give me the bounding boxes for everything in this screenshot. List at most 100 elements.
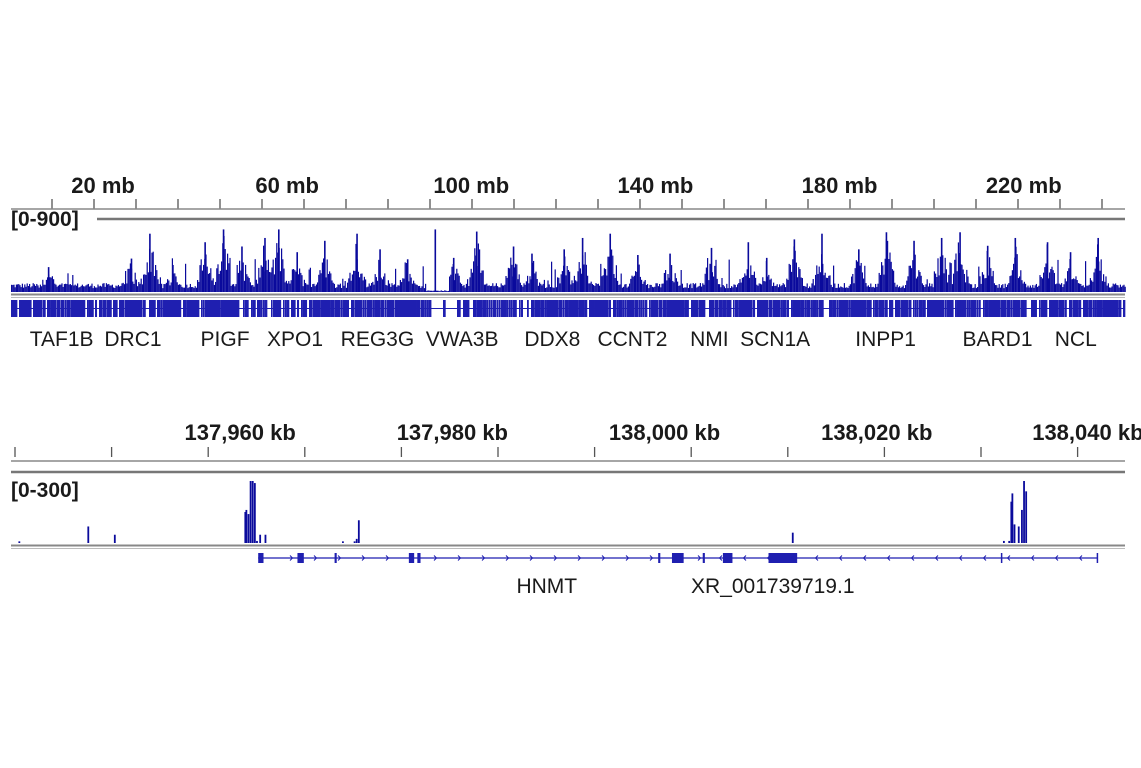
signal-bar — [445, 290, 447, 292]
gene-label: REG3G — [341, 328, 415, 351]
signal-bar — [944, 257, 946, 292]
signal-bar — [836, 287, 838, 292]
signal-bar — [120, 285, 122, 292]
signal-bar — [470, 268, 472, 292]
signal-bar — [249, 282, 251, 292]
signal-bar — [1113, 284, 1115, 292]
signal-bar — [122, 282, 124, 292]
strand-arrow-icon — [313, 555, 318, 561]
signal-bar — [13, 284, 15, 292]
signal-bar — [95, 287, 97, 292]
signal-bar — [385, 284, 387, 292]
signal-bar — [570, 284, 572, 292]
signal-bar — [801, 278, 803, 292]
signal-bar — [1091, 280, 1093, 292]
signal-bar — [727, 288, 729, 292]
signal-bar — [1083, 287, 1085, 292]
signal-bar — [636, 271, 638, 292]
signal-peak — [324, 240, 326, 292]
signal-bar — [493, 286, 495, 292]
signal-bar — [119, 286, 121, 292]
gene-label: NMI — [690, 328, 729, 351]
signal-bar — [215, 281, 217, 292]
signal-bar — [527, 275, 529, 292]
signal-bar — [338, 284, 340, 292]
signal-bar — [344, 281, 346, 292]
signal-bar — [293, 269, 295, 292]
signal-bar — [513, 267, 515, 292]
signal-bar — [737, 284, 739, 292]
signal-bar — [348, 278, 350, 292]
signal-bar — [804, 286, 806, 292]
signal-bar — [1056, 283, 1058, 292]
signal-bar — [845, 287, 847, 292]
signal-bar — [884, 258, 886, 292]
signal-bar — [647, 284, 649, 292]
signal-bar — [203, 264, 205, 292]
signal-bar — [49, 277, 51, 292]
signal-bar — [719, 284, 721, 292]
signal-bar — [361, 273, 363, 292]
signal-bar — [85, 285, 87, 292]
signal-bar — [911, 268, 913, 292]
exon — [258, 553, 264, 563]
signal-bar — [409, 273, 411, 292]
axis-tick-label: 137,960 kb — [185, 420, 296, 445]
signal-bar — [295, 271, 297, 292]
signal-bar — [818, 266, 820, 292]
signal-bar — [1007, 284, 1009, 292]
signal-bar — [305, 283, 307, 292]
signal-bar — [25, 286, 27, 292]
signal-bar — [200, 259, 202, 292]
signal-bar — [253, 286, 255, 292]
signal-bar — [743, 277, 745, 292]
signal-bar — [1107, 283, 1109, 292]
signal-bar — [288, 281, 290, 292]
signal-peak — [940, 237, 943, 292]
signal-bar — [103, 283, 105, 292]
signal-bar — [163, 284, 165, 292]
signal-bar — [589, 283, 591, 292]
signal-bar — [1022, 283, 1024, 292]
signal-bar — [413, 280, 415, 292]
signal-peak — [434, 229, 437, 292]
signal-peak — [913, 240, 915, 292]
signal-bar — [359, 277, 361, 292]
signal-bar — [924, 287, 926, 292]
signal-bar — [552, 287, 554, 292]
signal-bar — [314, 286, 316, 292]
signal-bar — [115, 285, 117, 292]
signal-bar — [593, 285, 595, 292]
signal-bar — [786, 278, 788, 292]
signal-bar — [603, 268, 605, 292]
signal-bar — [325, 277, 327, 292]
signal-bar — [767, 276, 769, 292]
signal-bar — [939, 256, 941, 292]
signal-bar — [495, 283, 497, 292]
signal-bar — [1002, 540, 1005, 543]
signal-bar — [1122, 285, 1124, 292]
signal-bar — [980, 283, 982, 292]
gene-model — [258, 553, 1099, 563]
signal-peak — [379, 249, 381, 292]
signal-bar — [396, 286, 398, 292]
signal-bar — [405, 263, 407, 292]
signal-bar — [851, 276, 853, 292]
signal-bar — [1065, 281, 1067, 292]
signal-bar — [685, 287, 687, 292]
signal-bar — [263, 245, 265, 292]
signal-bar — [113, 287, 115, 292]
signal-bar — [607, 256, 609, 292]
signal-bar — [906, 280, 908, 292]
signal-bar — [482, 270, 484, 292]
signal-bar — [363, 276, 365, 292]
exon — [297, 553, 304, 563]
signal-bar — [1061, 283, 1063, 292]
signal-bar — [463, 284, 465, 292]
signal-bar — [399, 279, 401, 292]
signal-peak — [637, 255, 639, 292]
signal-bar — [985, 278, 987, 292]
signal-bar — [870, 283, 872, 292]
signal-bar — [601, 276, 603, 292]
